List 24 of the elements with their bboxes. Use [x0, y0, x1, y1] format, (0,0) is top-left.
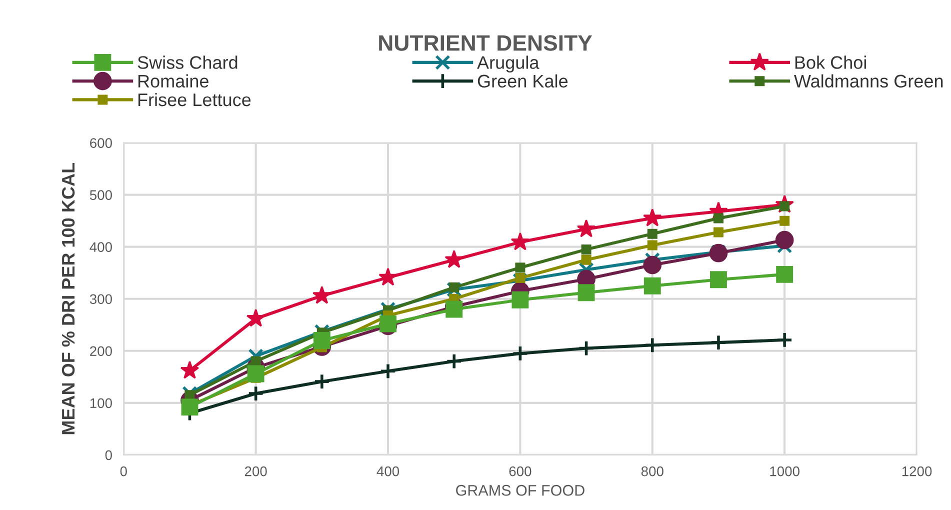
y-tick-label: 400	[90, 242, 112, 252]
legend-label: Romaine	[138, 74, 208, 88]
legend-label: Waldmanns Green	[794, 74, 943, 88]
x-tick-label: 600	[509, 466, 532, 476]
legend-label: Bok Choi	[795, 56, 866, 69]
legend-label: Arugula	[477, 56, 540, 73]
chart-title: NUTRIENT DENSITY	[379, 35, 592, 51]
x-tick-label: 800	[641, 466, 664, 476]
y-tick-label: 0	[105, 450, 112, 460]
y-tick-label: 300	[90, 294, 112, 304]
x-tick-label: 1000	[770, 466, 800, 476]
legend-label: Frisee Lettuce	[138, 92, 251, 106]
y-tick-label: 100	[90, 398, 112, 408]
x-tick-label: 400	[376, 466, 400, 476]
y-axis-title: MEAN OF % DRI PER 100 KCAL	[62, 162, 75, 434]
legend-label: Swiss Chard	[138, 56, 238, 69]
y-tick-label: 200	[90, 346, 112, 356]
y-tick-label: 500	[90, 190, 112, 200]
x-tick-label: 200	[244, 466, 267, 476]
legend-label: Green Kale	[478, 74, 568, 88]
y-tick-label: 600	[90, 138, 112, 148]
x-tick-label: 1200	[902, 466, 932, 476]
x-axis-title: GRAMS OF FOOD	[456, 484, 584, 496]
x-tick-label: 0	[120, 466, 127, 476]
